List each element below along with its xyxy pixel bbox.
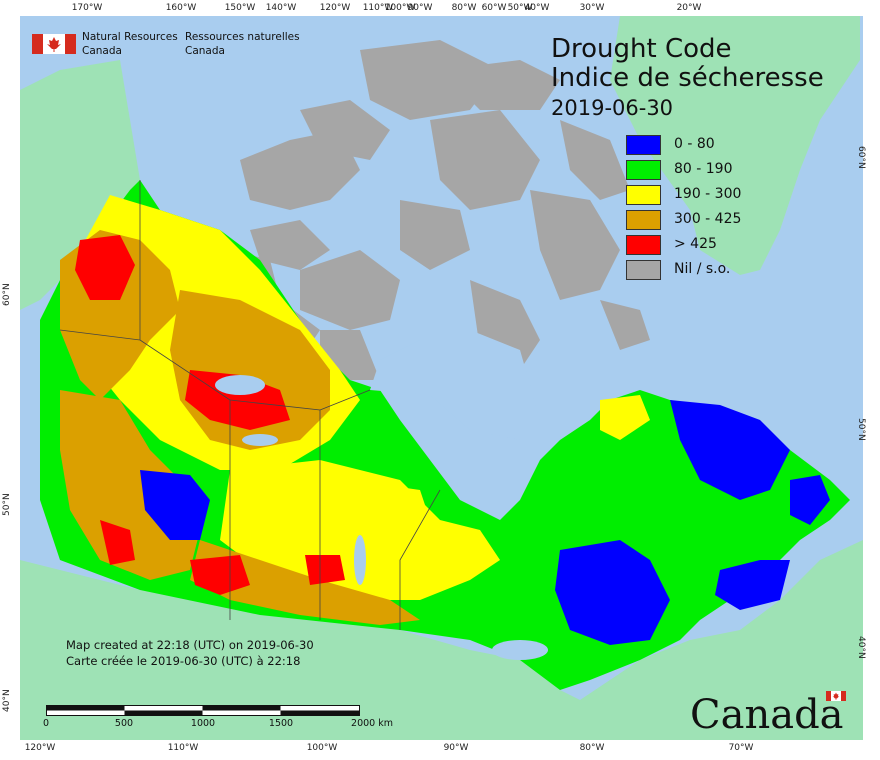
agency-fr-line1: Ressources naturelles xyxy=(185,31,300,43)
tick-bottom-2: 110°W xyxy=(167,743,199,753)
scale-label-1000: 1000 xyxy=(190,718,216,729)
tick-bottom-5: 80°W xyxy=(579,743,605,753)
alaska-land xyxy=(20,60,140,310)
tick-bottom-4: 90°W xyxy=(443,743,469,753)
canada-wordmark: Canada xyxy=(690,692,844,738)
map-title: Drought Code Indice de sécheresse 2019-0… xyxy=(551,35,851,121)
map-credit: Map created at 22:18 (UTC) on 2019-06-30… xyxy=(66,637,314,669)
legend-label: 0 - 80 xyxy=(674,136,715,152)
tick-top-1: 170°W xyxy=(71,3,103,13)
legend-swatch xyxy=(626,185,661,205)
tick-right-3: 40°N xyxy=(856,636,866,659)
tick-top-8: 90°W xyxy=(407,3,433,13)
credit-en: Map created at 22:18 (UTC) on 2019-06-30 xyxy=(66,638,314,652)
greenland-land xyxy=(610,16,860,275)
agency-fr-line2: Canada xyxy=(185,45,225,57)
tick-left-1: 60°N xyxy=(2,283,12,306)
tick-bottom-1: 120°W xyxy=(24,743,56,753)
scale-label-0: 0 xyxy=(42,718,50,729)
legend-swatch xyxy=(626,210,661,230)
tick-top-7: 100°W xyxy=(384,3,416,13)
wordmark-flag-icon xyxy=(826,691,846,701)
tick-top-12: 40°W xyxy=(524,3,550,13)
legend-label: 80 - 190 xyxy=(674,161,733,177)
map-frame xyxy=(20,16,863,740)
tick-right-1: 60°N xyxy=(856,146,866,169)
legend-label: 300 - 425 xyxy=(674,211,742,227)
tick-bottom-3: 100°W xyxy=(306,743,338,753)
tick-top-13: 30°W xyxy=(579,3,605,13)
agency-name-en: Natural Resources Canada xyxy=(82,30,178,58)
tick-top-11: 50°W xyxy=(507,3,533,13)
map-canvas xyxy=(20,16,863,740)
tick-top-5: 120°W xyxy=(319,3,351,13)
tick-left-3: 40°N xyxy=(2,689,12,712)
tick-top-10: 60°W xyxy=(481,3,507,13)
legend-swatch xyxy=(626,260,661,280)
canada-flag-icon xyxy=(32,34,76,54)
tick-top-3: 150°W xyxy=(224,3,256,13)
scale-label-1500: 1500 xyxy=(268,718,294,729)
tick-top-6: 110°W xyxy=(362,3,394,13)
usa-land xyxy=(20,540,863,740)
title-fr: Indice de sécheresse xyxy=(551,63,824,93)
legend-label: 190 - 300 xyxy=(674,186,742,202)
legend-swatch xyxy=(626,235,661,255)
legend-label: Nil / s.o. xyxy=(674,261,731,277)
agency-en-line1: Natural Resources xyxy=(82,31,178,43)
legend-label: > 425 xyxy=(674,236,717,252)
arctic-islands xyxy=(230,40,650,380)
tick-top-14: 20°W xyxy=(676,3,702,13)
province-borders xyxy=(59,180,441,630)
scale-label-2000: 2000 km xyxy=(351,718,393,729)
tick-top-9: 80°W xyxy=(451,3,477,13)
agency-en-line2: Canada xyxy=(82,45,122,57)
dc-zone-0-80 xyxy=(140,400,830,645)
tick-bottom-6: 70°W xyxy=(728,743,754,753)
legend-swatch xyxy=(626,160,661,180)
tick-top-2: 160°W xyxy=(165,3,197,13)
agency-name-fr: Ressources naturelles Canada xyxy=(185,30,300,58)
scale-bar-graphic xyxy=(46,705,360,716)
credit-fr: Carte créée le 2019-06-30 (UTC) à 22:18 xyxy=(66,654,301,668)
title-en: Drought Code xyxy=(551,34,732,64)
legend-swatch xyxy=(626,135,661,155)
tick-right-2: 50°N xyxy=(856,418,866,441)
tick-top-4: 140°W xyxy=(265,3,297,13)
scale-bar: 0 500 1000 1500 2000 km xyxy=(43,704,393,729)
lakes xyxy=(215,330,548,660)
tick-left-2: 50°N xyxy=(2,493,12,516)
scale-label-500: 500 xyxy=(114,718,134,729)
title-date: 2019-06-30 xyxy=(551,96,674,120)
